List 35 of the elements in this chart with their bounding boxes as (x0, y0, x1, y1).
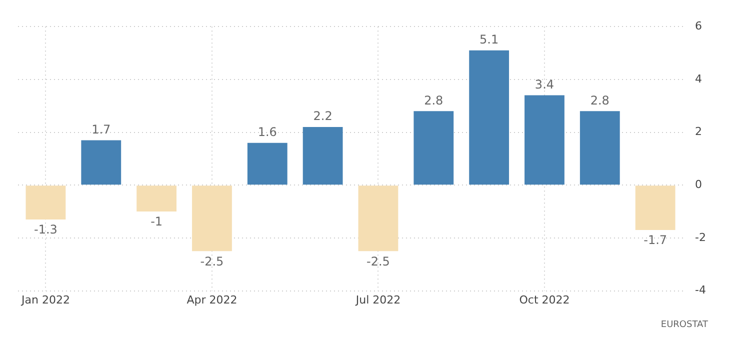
data-label: 1.6 (258, 124, 277, 139)
bar (635, 186, 676, 230)
bar (580, 111, 620, 185)
data-label: -2.5 (200, 254, 224, 268)
bar (26, 186, 66, 220)
data-label: -2.5 (366, 254, 390, 268)
x-tick-label: Apr 2022 (186, 293, 238, 306)
data-label: 2.8 (424, 93, 444, 108)
bar (302, 126, 343, 185)
x-tick-label: Oct 2022 (519, 293, 570, 306)
y-tick-label: -4 (695, 284, 706, 297)
bar (469, 50, 510, 185)
y-tick-label: 6 (695, 19, 702, 32)
data-label: 5.1 (480, 32, 499, 47)
data-label: 1.7 (92, 122, 111, 136)
bar (81, 140, 122, 185)
bar (524, 95, 564, 185)
y-tick-label: -2 (695, 230, 706, 244)
data-label: 2.8 (590, 93, 610, 108)
bar (414, 111, 454, 185)
text: EUROSTAT (660, 320, 708, 330)
x-tick-label: Jan 2022 (20, 293, 70, 306)
bar (136, 186, 176, 212)
data-label: -1.7 (644, 233, 668, 248)
bar (247, 142, 288, 185)
data-label: 3.4 (534, 77, 554, 92)
y-tick-label: 4 (695, 72, 702, 86)
data-label: -1 (150, 214, 163, 229)
x-tick-label: Jul 2022 (354, 293, 401, 306)
y-tick-label: 2 (695, 125, 702, 138)
bar (358, 186, 398, 252)
bar (192, 186, 232, 252)
data-label: -1.3 (34, 222, 58, 237)
y-tick-label: 0 (695, 178, 702, 191)
data-label: 2.2 (313, 109, 332, 124)
